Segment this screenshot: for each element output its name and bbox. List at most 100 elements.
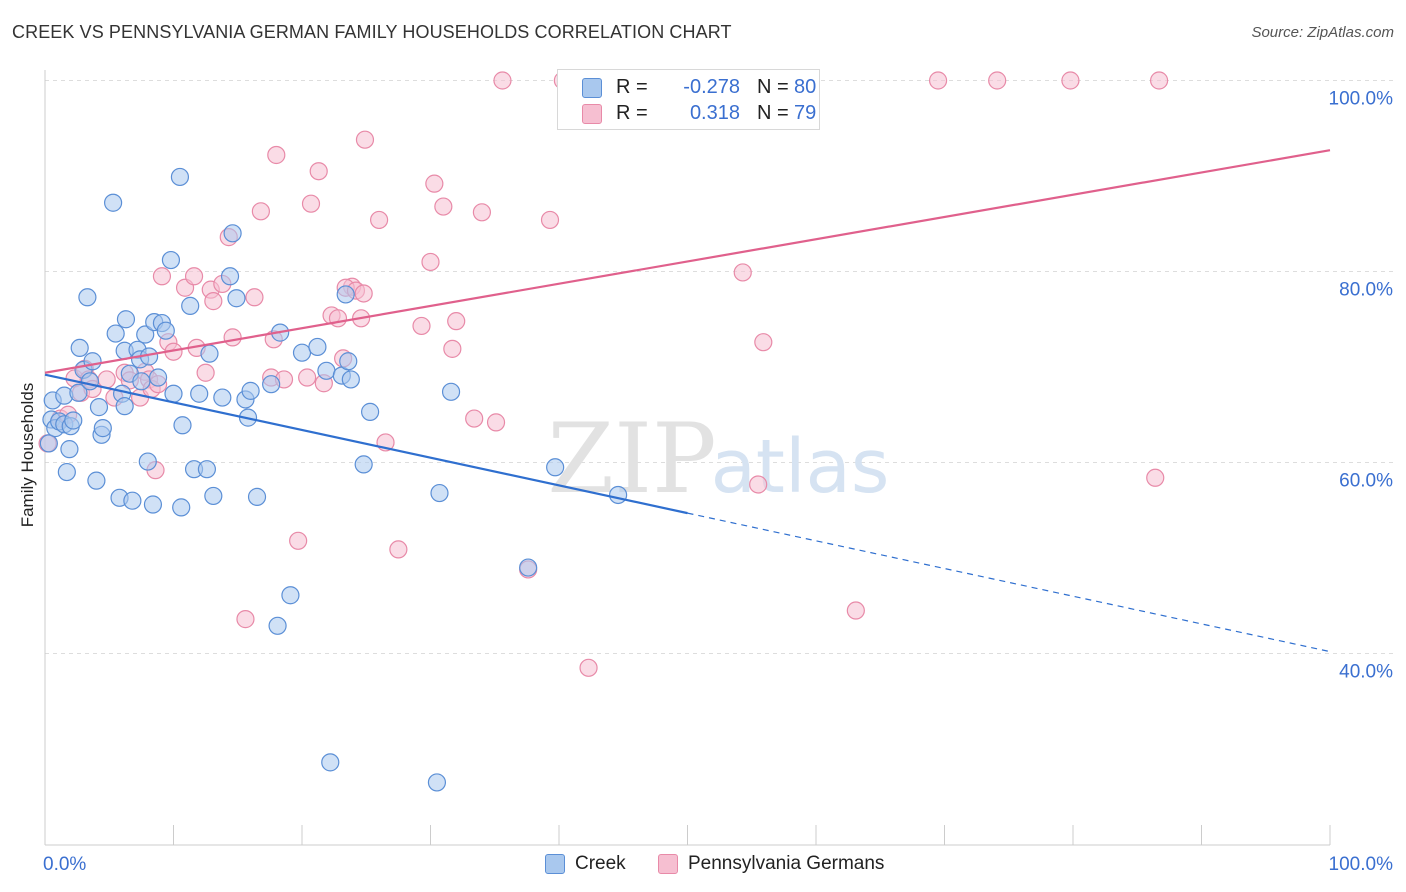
pg-point-50 [355, 130, 375, 149]
pg-point-8 [97, 370, 116, 389]
creek-point-63 [281, 586, 300, 605]
pg-point-53 [389, 540, 408, 559]
pg-point-75 [988, 71, 1007, 90]
legend: Creek Pennsylvania Germans [0, 852, 1406, 878]
trend-lines [44, 149, 1331, 653]
pg-point-38 [298, 368, 317, 387]
pg-point-30 [236, 610, 255, 629]
creek-point-75 [430, 483, 449, 503]
pg-point-24 [196, 363, 215, 382]
creek-point-38 [148, 368, 168, 387]
pg-point-29 [223, 328, 242, 347]
creek-point-76 [441, 382, 461, 401]
pg-n-label: N = [757, 102, 789, 124]
creek-n-value: 80 [794, 76, 817, 98]
source-label: Source: ZipAtlas.com [1251, 24, 1394, 41]
pg-point-32 [251, 202, 270, 221]
creek-point-48 [190, 384, 209, 403]
y-tick-label-2: 80.0% [1339, 280, 1393, 301]
creek-point-77 [519, 558, 538, 577]
pg-point-54 [412, 316, 431, 336]
creek-point-53 [220, 267, 240, 286]
y-tick-label-1: 60.0% [1339, 471, 1393, 492]
creek-point-20 [93, 419, 112, 438]
y-tick-label-3: 100.0% [1329, 89, 1394, 110]
creek-points [39, 167, 628, 792]
pg-point-22 [184, 267, 204, 286]
chart-title: CREEK VS PENNSYLVANIA GERMAN FAMILY HOUS… [12, 22, 732, 42]
creek-point-50 [200, 344, 219, 363]
creek-point-73 [361, 402, 380, 421]
creek-point-27 [116, 310, 136, 329]
pg-point-58 [443, 339, 462, 358]
creek-point-21 [104, 193, 123, 212]
creek-point-51 [204, 486, 223, 506]
creek-point-10 [64, 411, 83, 430]
creek-point-33 [136, 325, 155, 344]
y-tick-label-0: 40.0% [1339, 662, 1393, 683]
pg-point-18 [152, 267, 172, 286]
pg-point-31 [245, 288, 264, 307]
creek-trend-line [44, 373, 688, 515]
creek-point-7 [57, 462, 76, 482]
creek-point-71 [341, 370, 360, 389]
pg-n-value: 79 [794, 102, 817, 124]
legend-creek-label: Creek [575, 853, 626, 874]
axes [44, 70, 1331, 846]
creek-point-32 [132, 372, 151, 391]
gridlines [45, 80, 1393, 654]
creek-swatch [582, 78, 602, 98]
creek-point-65 [308, 337, 327, 357]
creek-point-54 [223, 224, 242, 243]
pg-point-56 [425, 174, 444, 193]
creek-point-52 [213, 388, 232, 407]
pg-point-37 [289, 531, 308, 550]
creek-n-label: N = [757, 76, 789, 98]
creek-point-69 [336, 285, 355, 304]
creek-point-29 [123, 491, 142, 510]
legend-pg-label: Pennsylvania Germans [688, 853, 885, 874]
creek-point-45 [173, 416, 192, 435]
pg-point-51 [370, 210, 389, 230]
watermark-atlas: atlas [711, 424, 890, 510]
legend-creek-swatch [545, 854, 565, 874]
pg-point-26 [204, 292, 223, 311]
creek-point-66 [317, 361, 336, 380]
creek-point-42 [164, 384, 183, 403]
creek-point-11 [69, 383, 88, 402]
creek-point-72 [354, 455, 373, 474]
pg-point-74 [928, 71, 948, 90]
creek-point-58 [241, 381, 260, 400]
stats-box: R = -0.278 N = 80 R = 0.318 N = 79 [557, 69, 820, 130]
pg-point-43 [328, 309, 348, 328]
creek-point-67 [321, 753, 340, 772]
creek-point-79 [609, 485, 628, 505]
creek-point-43 [170, 167, 190, 187]
creek-point-8 [60, 440, 79, 459]
pg-r-value: 0.318 [689, 102, 740, 124]
pg-point-62 [486, 413, 506, 432]
pg-point-55 [421, 252, 440, 272]
creek-point-60 [262, 375, 281, 394]
creek-point-78 [546, 458, 565, 477]
pg-points [38, 71, 1169, 677]
creek-point-44 [172, 498, 191, 517]
creek-point-36 [143, 495, 163, 514]
creek-r-label: R = [616, 76, 648, 98]
creek-point-18 [89, 398, 109, 417]
creek-point-22 [106, 324, 125, 343]
creek-point-15 [80, 372, 100, 391]
creek-point-26 [115, 397, 134, 416]
legend-pg-swatch [658, 854, 678, 874]
tick-labels: 40.0% 60.0% 80.0% 100.0% 0.0% 100.0% [43, 89, 1393, 876]
pg-point-72 [754, 333, 773, 352]
pg-point-63 [493, 71, 512, 90]
pg-point-59 [447, 312, 466, 331]
pg-swatch [582, 104, 602, 124]
pg-point-57 [434, 197, 453, 216]
pg-trend-line [44, 149, 1331, 374]
pg-point-78 [1146, 468, 1165, 487]
creek-point-12 [70, 338, 89, 357]
watermark: ZIP atlas [547, 403, 889, 515]
